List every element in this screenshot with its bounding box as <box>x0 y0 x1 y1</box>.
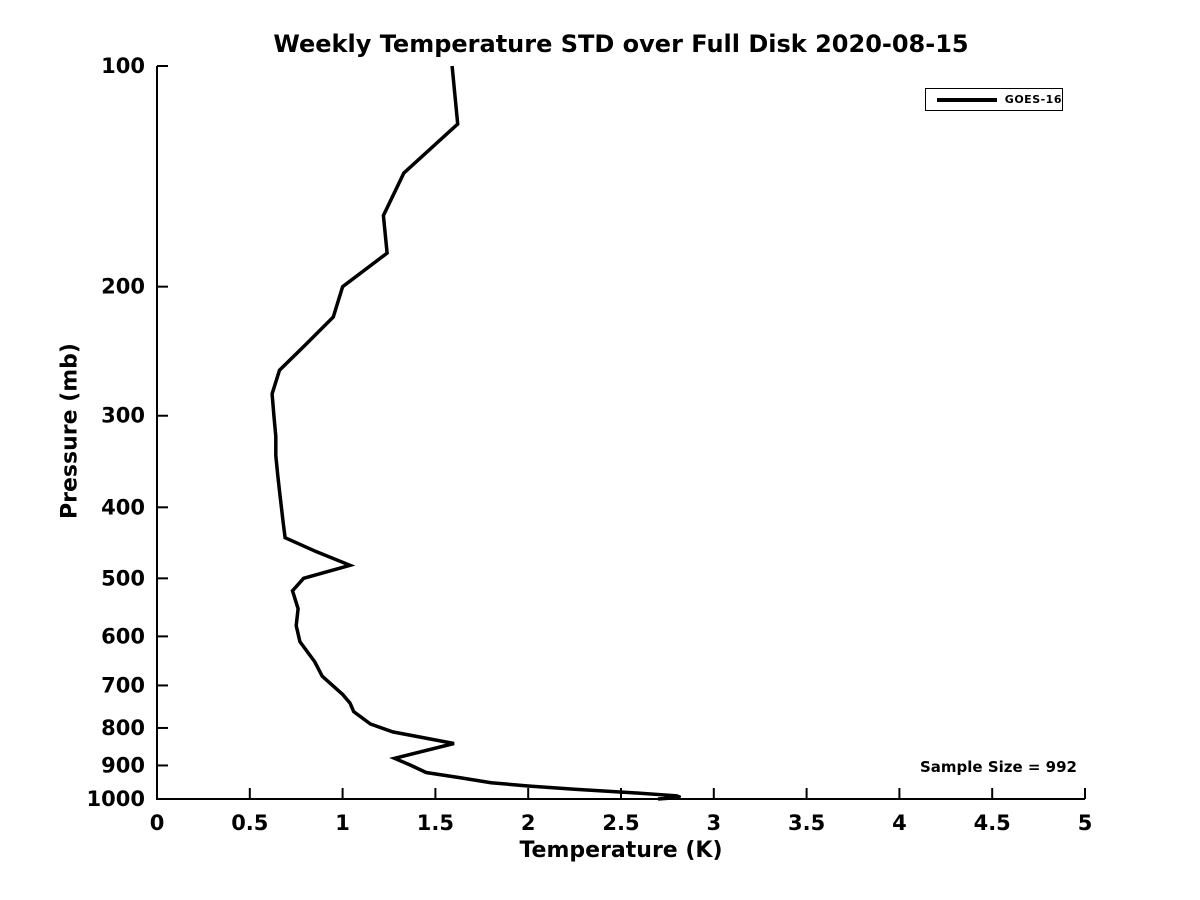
y-tick-label: 600 <box>101 624 145 648</box>
y-tick-label: 100 <box>101 54 145 78</box>
y-tick-label: 300 <box>101 404 145 428</box>
y-tick-label: 500 <box>101 566 145 590</box>
x-tick-label: 1 <box>335 811 350 835</box>
x-tick-label: 0 <box>150 811 165 835</box>
x-tick-label: 1.5 <box>417 811 454 835</box>
y-tick-label: 400 <box>101 495 145 519</box>
x-tick-label: 5 <box>1078 811 1093 835</box>
data-series-line <box>270 65 682 801</box>
axis-spines <box>156 66 1085 800</box>
x-tick-label: 2 <box>521 811 536 835</box>
legend-line-sample-icon <box>937 97 997 102</box>
y-tick-label: 800 <box>101 716 145 740</box>
x-tick-label: 4.5 <box>974 811 1011 835</box>
y-tick-label: 900 <box>101 753 145 777</box>
x-tick-label: 4 <box>892 811 907 835</box>
x-tick-label: 0.5 <box>231 811 268 835</box>
y-tick-label: 1000 <box>87 787 145 811</box>
legend-label: GOES-16 <box>1004 93 1062 106</box>
legend: GOES-16 <box>925 88 1063 111</box>
sample-size-annotation: Sample Size = 992 <box>919 758 1077 776</box>
y-tick-label: 200 <box>101 275 145 299</box>
x-tick-label: 3.5 <box>788 811 825 835</box>
chart-title: Weekly Temperature STD over Full Disk 20… <box>273 30 969 58</box>
y-tick-label: 700 <box>101 673 145 697</box>
x-axis-label: Temperature (K) <box>519 838 723 863</box>
x-tick-label: 3 <box>706 811 721 835</box>
x-tick-label: 2.5 <box>602 811 639 835</box>
